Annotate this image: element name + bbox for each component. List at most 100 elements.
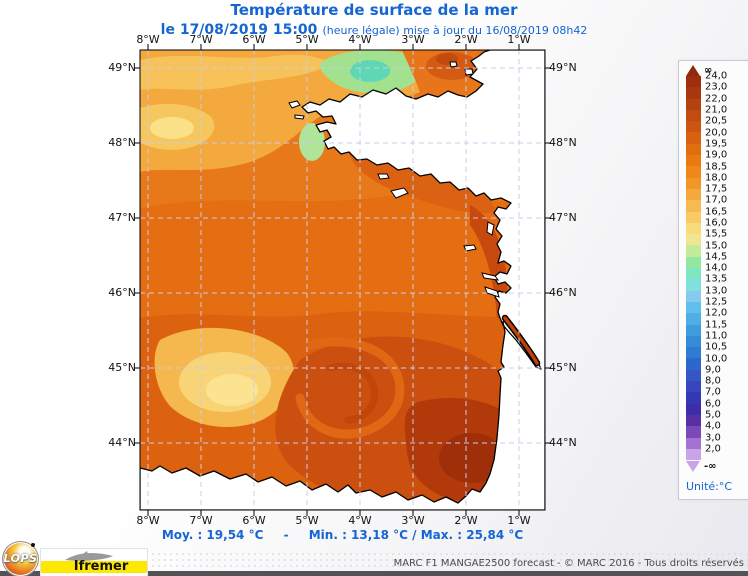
colorbar-band: 11,5 [686, 319, 748, 336]
colorbar-swatch [686, 301, 701, 314]
colorbar-swatch [686, 335, 701, 348]
colorbar-value: 4,0 [705, 420, 721, 432]
colorbar-down-arrow-icon [686, 460, 700, 472]
lat-tick-label: 45°N [549, 361, 577, 374]
lon-tick-label: 3°W [401, 514, 425, 527]
lon-tick-label: 4°W [348, 514, 372, 527]
colorbar-swatch [686, 211, 701, 223]
axis-ticks [134, 44, 551, 516]
colorbar-swatch [686, 448, 701, 461]
colorbar-swatch [686, 313, 701, 325]
lat-tick-label: 44°N [108, 436, 136, 449]
colorbar-swatch [686, 234, 701, 246]
colorbar-value: 16,0 [705, 217, 728, 229]
colorbar-band: 10,5 [686, 342, 748, 359]
colorbar-plus-infinity: ∞ [704, 64, 713, 76]
lon-tick-label: 5°W [295, 33, 319, 46]
colorbar-value: 17,5 [705, 183, 728, 195]
page-subtitle: le 17/08/2019 15:00 (heure légale) mise … [0, 20, 748, 38]
colorbar-band: 21,0 [686, 105, 748, 122]
colorbar-swatch [686, 98, 701, 110]
lops-logo-dot [31, 543, 35, 547]
footer-bottom-bar [0, 571, 748, 576]
colorbar-band: 24,0 [686, 71, 748, 88]
colorbar-band: 11,0 [686, 330, 748, 348]
axis-labels-left: 49°N 48°N 47°N 46°N 45°N 44°N [96, 0, 136, 576]
mean-temperature: Moy. : 19,54 °C [161, 528, 264, 542]
colorbar-value: 2,0 [705, 443, 721, 455]
colorbar-swatch [686, 279, 701, 291]
colorbar-band: 13,0 [686, 285, 748, 302]
colorbar-swatch [686, 109, 701, 122]
colorbar-band: 12,5 [686, 297, 748, 314]
colorbar-value: 16,5 [705, 206, 728, 218]
colorbar-scale: 24,0 23,0 22,0 21,0 20,5 20,0 19,5 [686, 71, 748, 461]
page-title: Température de surface de la mer [230, 1, 518, 19]
map-frame [134, 44, 551, 516]
colorbar-value: 14,0 [705, 262, 728, 274]
colorbar-top-arrow-row: ∞ [686, 64, 748, 76]
colorbar-value: 13,0 [705, 285, 728, 297]
copyright-credit: MARC F1 MANGAE2500 forecast - © MARC 201… [393, 558, 744, 569]
colorbar-band: 20,0 [686, 127, 748, 144]
colorbar-swatch [686, 392, 701, 404]
colorbar-up-arrow-icon [686, 64, 700, 76]
lat-tick-label: 45°N [108, 361, 136, 374]
lon-tick-label: 2°W [454, 514, 478, 527]
colorbar-swatch [686, 87, 701, 99]
lon-tick-label: 8°W [136, 514, 160, 527]
colorbar-band: 7,0 [686, 387, 748, 404]
subtitle-update-info: (heure légale) mise à jour du 16/08/2019… [322, 24, 588, 38]
colorbar-value: 10,5 [705, 341, 728, 353]
colorbar-value: 6,0 [705, 398, 721, 410]
colorbar-swatch [686, 268, 701, 280]
lat-tick-label: 48°N [108, 136, 136, 149]
subtitle-datetime: le 17/08/2019 15:00 [160, 22, 318, 39]
lon-tick-label: 3°W [401, 33, 425, 46]
colorbar-swatch [686, 358, 701, 370]
colorbar-band: 14,0 [686, 263, 748, 280]
lon-tick-label: 6°W [242, 33, 266, 46]
colorbar-band: 2,0 [686, 443, 748, 461]
min-max-temperature: Min. : 13,18 °C / Max. : 25,84 °C [308, 528, 524, 542]
colorbar-value: 17,0 [705, 194, 728, 206]
colorbar-band: 3,0 [686, 432, 748, 449]
lon-tick-label: 6°W [242, 514, 266, 527]
colorbar-band: 14,5 [686, 251, 748, 269]
stats-separator: - [283, 528, 289, 542]
colorbar-value: 18,0 [705, 172, 728, 184]
lon-tick-label: 4°W [348, 33, 372, 46]
ifremer-yellow-band [41, 561, 147, 573]
lon-tick-label: 2°W [454, 33, 478, 46]
colorbar-value: 11,5 [705, 319, 728, 331]
colorbar-swatch [686, 177, 701, 189]
sea-layer [140, 50, 545, 510]
colorbar-band: 22,0 [686, 93, 748, 110]
colorbar-value: 14,5 [705, 251, 728, 263]
colorbar-band: 17,5 [686, 184, 748, 201]
lon-tick-label: 8°W [136, 33, 160, 46]
colorbar-swatch [686, 76, 701, 88]
colorbar-band: 8,0 [686, 376, 748, 393]
colorbar-band: 9,0 [686, 364, 748, 382]
ifremer-logo-text: Ifremer [73, 559, 129, 574]
lat-tick-label: 47°N [549, 211, 577, 224]
lon-tick-label: 7°W [189, 33, 213, 46]
colorbar-swatch [686, 369, 701, 382]
colorbar-band: 19,0 [686, 150, 748, 167]
colorbar-value: 5,0 [705, 409, 721, 421]
land-layer [140, 50, 545, 510]
dolphin-icon [65, 551, 113, 561]
colorbar-value: 19,0 [705, 149, 728, 161]
colorbar-band: 18,5 [686, 161, 748, 178]
unit-label: Unité:°C [686, 480, 733, 494]
colorbar-band: 6,0 [686, 398, 748, 415]
colorbar-value: 21,0 [705, 104, 728, 116]
lops-logo-text: LOPS [3, 552, 38, 565]
colorbar-swatch [686, 290, 701, 302]
colorbar-swatch [686, 381, 701, 393]
colorbar-value: 15,5 [705, 228, 728, 240]
colorbar-value: 19,5 [705, 138, 728, 150]
colorbar-swatch [686, 222, 701, 235]
